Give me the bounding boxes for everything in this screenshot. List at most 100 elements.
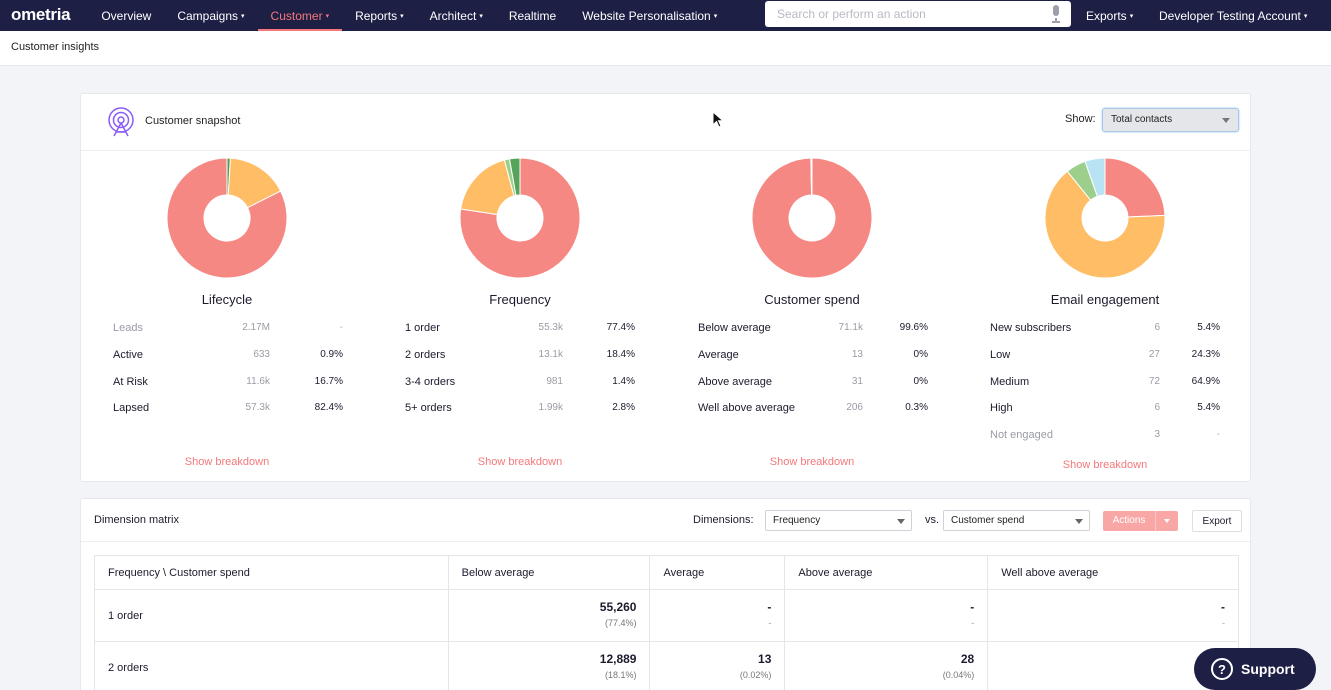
dimension-1-select[interactable]: Frequency [765,510,912,531]
lifecycle-row: Active 633 0.9% [113,349,343,361]
frequency-title: Frequency [489,292,551,307]
customer-spend-row: Above average 31 0% [698,376,928,388]
matrix-title: Dimension matrix [94,514,179,526]
donut-slice-lapsed[interactable] [166,157,288,279]
table-cell: 28 (0.04%) [784,641,989,690]
nav-item-customer[interactable]: Customer ▾ [257,0,343,31]
column-header: Below average [447,555,651,590]
nav-exports[interactable]: Exports ▾ [1086,8,1134,23]
table-cell: -- [649,589,786,642]
caret-down-icon: ▾ [713,12,718,20]
lifecycle-row: Leads 2.17M - [113,322,343,334]
nav-item-website-personalisation[interactable]: Website Personalisation ▾ [582,8,718,23]
nav-account[interactable]: Developer Testing Account ▾ [1159,8,1308,23]
table-cell: 12,889 (18.1%) [447,641,651,690]
lifecycle-title: Lifecycle [201,292,253,307]
caret-down-icon: ▾ [479,12,483,20]
show-label: Show: [1065,113,1096,125]
vs-label: vs. [925,514,940,526]
dimension-2-select[interactable]: Customer spend [943,510,1090,531]
nav-item-reports[interactable]: Reports ▾ [355,8,404,23]
ometria-logo[interactable]: ometria [11,4,71,24]
mouse-cursor-icon [712,111,724,128]
microphone-icon[interactable] [1051,5,1061,23]
table-row: 2 orders 12,889 (18.1%) 13 (0.02%) 28 (0.04… [94,641,1239,690]
email-engagement-row: Low 27 24.3% [990,349,1220,361]
frequency-row: 1 order 55.3k 77.4% [405,322,635,334]
actions-button[interactable]: Actions [1103,511,1178,531]
caret-down-icon: ▾ [1303,12,1308,20]
customer-spend-title: Customer spend [764,292,860,307]
support-label: Support [1241,661,1295,677]
donut-slice-well-above-average[interactable] [810,157,813,196]
dropdown-arrow-icon [897,519,905,524]
table-cell: -- [987,589,1239,642]
donut-slice-2-orders[interactable] [460,159,515,216]
donut-slice-low[interactable] [1104,157,1166,218]
dimensions-label: Dimensions: [693,514,754,526]
dimension-matrix-card: Dimension matrix Dimensions: Frequency v… [80,498,1251,690]
page-title: Customer insights [11,41,100,53]
support-button[interactable]: ? Support [1194,648,1316,690]
customer-spend-donut [751,157,873,279]
table-row: 1 order 55,260 (77.4%) -- -- -- [94,589,1239,642]
dropdown-arrow-icon [1222,118,1230,123]
table-header-row: Frequency \ Customer spend Below average… [94,555,1239,590]
nav-item-overview[interactable]: Overview [101,8,152,23]
nav-item-realtime[interactable]: Realtime [508,8,557,23]
search-placeholder: Search or perform an action [777,7,926,21]
customer-spend-show-breakdown-link[interactable]: Show breakdown [769,456,855,468]
export-button[interactable]: Export [1192,510,1242,532]
column-header: Frequency \ Customer spend [94,555,449,590]
caret-down-icon: ▾ [325,12,330,20]
table-cell: 13 (0.02%) [649,641,786,690]
email-engagement-row: New subscribers 6 5.4% [990,322,1220,334]
lifecycle-row: At Risk 11.6k 16.7% [113,376,343,388]
frequency-row: 5+ orders 1.99k 2.8% [405,402,635,414]
dimension-matrix-table: Frequency \ Customer spend Below average… [94,555,1239,690]
matrix-header: Dimension matrix Dimensions: Frequency v… [81,499,1250,542]
row-label: 2 orders [94,641,449,690]
top-nav: ometria Overview Campaigns ▾ Customer ▾ Re… [0,0,1331,31]
breadcrumb: Customer insights [0,31,1331,66]
frequency-row: 2 orders 13.1k 18.4% [405,349,635,361]
table-cell: -- [784,589,989,642]
email-engagement-donut [1044,157,1166,279]
snapshot-title: Customer snapshot [145,115,241,127]
help-icon: ? [1211,658,1233,680]
customer-spend-row: Well above average 206 0.3% [698,402,928,414]
nav-item-architect[interactable]: Architect ▾ [429,8,483,23]
email-engagement-show-breakdown-link[interactable]: Show breakdown [1062,459,1148,471]
row-label: 1 order [94,589,449,642]
lifecycle-donut [166,157,288,279]
frequency-donut [459,157,581,279]
email-engagement-title: Email engagement [1050,292,1160,307]
frequency-show-breakdown-link[interactable]: Show breakdown [477,456,563,468]
snapshot-header: Customer snapshot Show: Total contacts [81,94,1250,151]
show-select[interactable]: Total contacts [1102,108,1239,132]
donut-slice-below-average[interactable] [751,157,873,279]
lifecycle-show-breakdown-link[interactable]: Show breakdown [184,456,270,468]
donut-slice-medium[interactable] [1044,170,1166,279]
column-header: Above average [784,555,989,590]
donut-slice-5-orders[interactable] [508,157,521,196]
email-engagement-row: Medium 72 64.9% [990,376,1220,388]
caret-down-icon: ▾ [1129,12,1134,20]
donut-slice-new-subscribers[interactable] [1084,157,1106,197]
dropdown-arrow-icon [1075,519,1083,524]
customer-spend-row: Below average 71.1k 99.6% [698,322,928,334]
customer-snapshot-card: Customer snapshot Show: Total contacts L… [80,93,1251,482]
frequency-row: 3-4 orders 981 1.4% [405,376,635,388]
search-input[interactable]: Search or perform an action [765,1,1071,27]
caret-down-icon: ▾ [400,12,404,20]
caret-down-icon: ▾ [241,12,245,20]
column-header: Well above average [987,555,1239,590]
nav-item-campaigns[interactable]: Campaigns ▾ [177,8,245,23]
donut-slice-1-order[interactable] [459,157,581,279]
table-cell: 55,260 (77.4%) [447,589,651,642]
lifecycle-row: Lapsed 57.3k 82.4% [113,402,343,414]
column-header: Average [649,555,786,590]
email-engagement-row: High 6 5.4% [990,402,1220,414]
chevron-down-icon[interactable] [1164,519,1170,523]
customer-spend-row: Average 13 0% [698,349,928,361]
